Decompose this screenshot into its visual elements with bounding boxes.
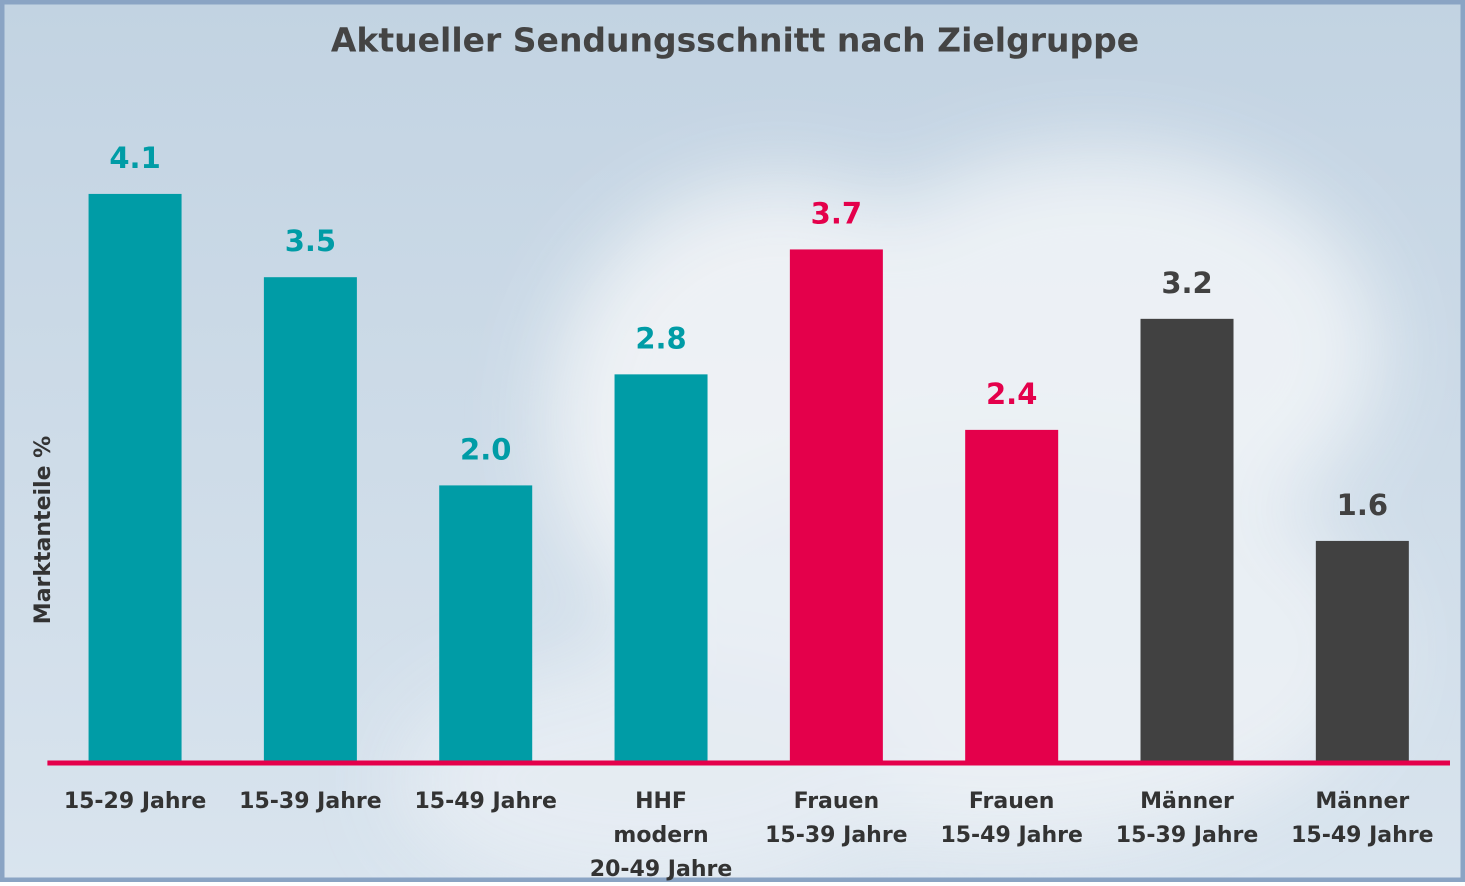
x-tick-label: Männer <box>1140 789 1234 814</box>
value-label: 3.2 <box>1161 266 1212 300</box>
bar <box>264 277 357 763</box>
bar <box>1316 541 1409 763</box>
x-tick-label: modern <box>613 823 708 848</box>
x-tick-label: 15-29 Jahre <box>64 789 206 814</box>
value-label: 2.4 <box>986 377 1037 411</box>
value-label: 4.1 <box>109 141 160 175</box>
x-tick-label: 20-49 Jahre <box>590 857 732 882</box>
bar <box>89 194 182 763</box>
x-tick-label: 15-49 Jahre <box>1291 823 1433 848</box>
x-tick-label: 15-39 Jahre <box>239 789 381 814</box>
x-tick-label: Frauen <box>969 789 1055 814</box>
bar <box>615 374 708 763</box>
value-label: 1.6 <box>1337 488 1388 522</box>
x-tick-label: 15-49 Jahre <box>414 789 556 814</box>
chart-title: Aktueller Sendungsschnitt nach Zielgrupp… <box>331 21 1139 60</box>
value-label: 2.0 <box>460 432 511 466</box>
x-tick-label: HHF <box>635 789 687 814</box>
x-tick-label: Männer <box>1315 789 1409 814</box>
value-label: 3.5 <box>285 224 336 258</box>
bar <box>790 249 883 763</box>
x-tick-label: 15-39 Jahre <box>765 823 907 848</box>
y-axis-label: Marktanteile % <box>31 436 56 624</box>
value-label: 2.8 <box>635 321 686 355</box>
bar <box>439 485 532 763</box>
bar <box>965 430 1058 763</box>
x-tick-label: 15-39 Jahre <box>1116 823 1258 848</box>
chart: Aktueller Sendungsschnitt nach Zielgrupp… <box>0 0 1465 882</box>
x-tick-label: 15-49 Jahre <box>940 823 1082 848</box>
bar <box>1141 319 1234 763</box>
value-label: 3.7 <box>811 196 862 230</box>
x-tick-label: Frauen <box>794 789 880 814</box>
